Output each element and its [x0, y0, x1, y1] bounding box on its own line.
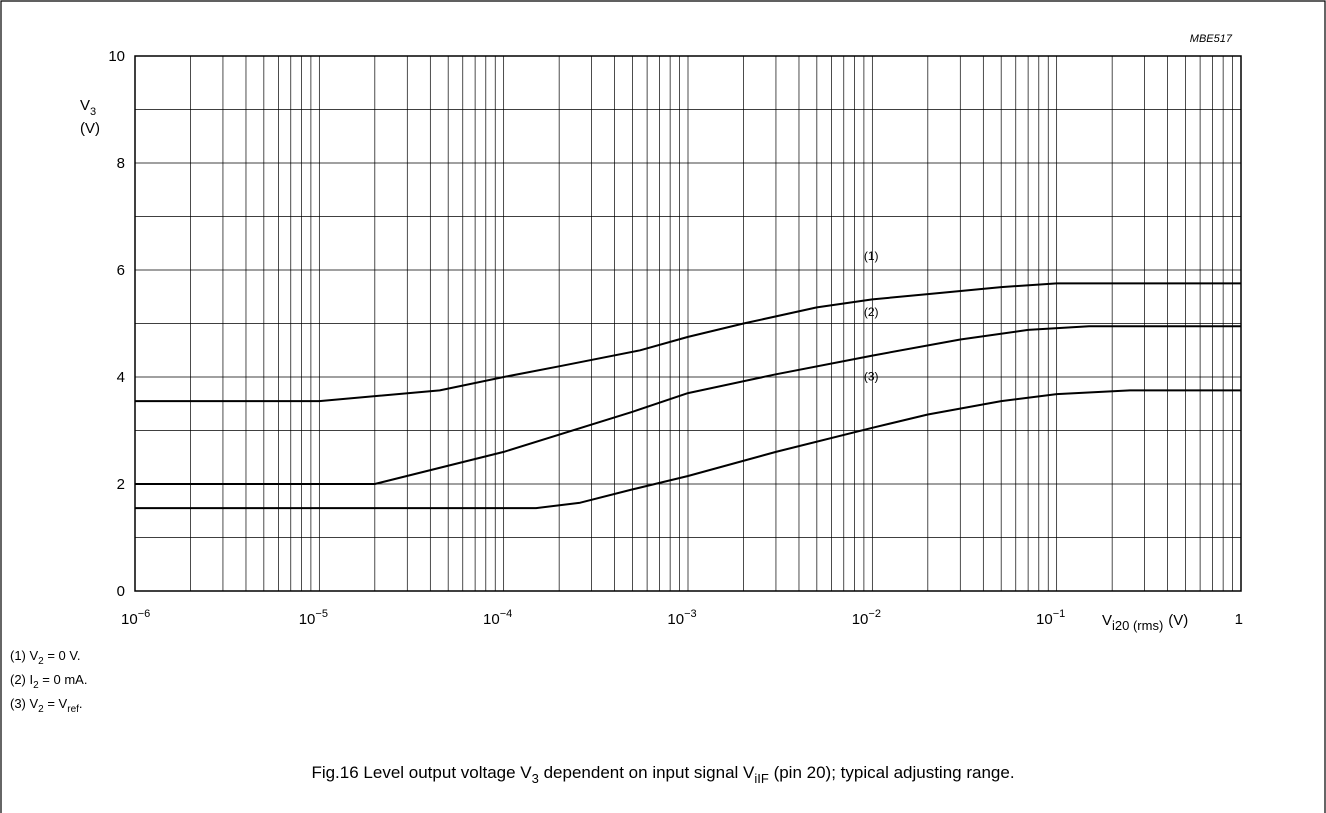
series-labels: (1) (2) (3)	[864, 249, 879, 383]
x-tick-label: 1	[1235, 611, 1243, 628]
legend-notes: (1) V2 = 0 V. (2) I2 = 0 mA. (3) V2 = Vref…	[10, 648, 87, 715]
x-tick-label: 10−2	[852, 608, 881, 628]
series-line-2	[135, 325, 1241, 485]
y-tick-label: 0	[117, 583, 125, 600]
x-tick-label: 10−4	[483, 608, 512, 628]
plot-area	[134, 55, 1242, 592]
plot-grid	[135, 56, 1241, 591]
x-axis-label: Vi20 (rms) (V)	[1102, 612, 1188, 633]
series-lines	[135, 282, 1241, 510]
x-tick-label: 10−6	[121, 608, 150, 628]
y-tick-label: 8	[117, 155, 125, 172]
x-tick-label: 10−5	[299, 608, 328, 628]
series-label-3: (3)	[864, 369, 879, 383]
y-tick-labels: 0 2 4 6 8 10	[108, 48, 125, 600]
figure-caption: Fig.16 Level output voltage V3 dependent…	[311, 763, 1014, 786]
series-label-2: (2)	[864, 305, 879, 319]
y-tick-label: 6	[117, 262, 125, 279]
series-label-1: (1)	[864, 249, 879, 263]
series-line-1	[135, 282, 1241, 403]
series-line-3	[135, 389, 1241, 510]
legend-note-3: (3) V2 = Vref.	[10, 696, 83, 715]
y-tick-label: 2	[117, 476, 125, 493]
x-tick-labels: 10−6 10−5 10−4 10−3 10−2 10−1 1	[121, 608, 1243, 628]
y-tick-label: 4	[117, 369, 125, 386]
y-axis-label: V3	[80, 97, 96, 118]
y-axis-unit: (V)	[80, 120, 100, 137]
x-tick-label: 10−3	[667, 608, 696, 628]
legend-note-2: (2) I2 = 0 mA.	[10, 672, 87, 691]
legend-note-1: (1) V2 = 0 V.	[10, 648, 80, 667]
figure-code: MBE517	[1190, 33, 1233, 45]
y-tick-label: 10	[108, 48, 125, 65]
x-tick-label: 10−1	[1036, 608, 1065, 628]
